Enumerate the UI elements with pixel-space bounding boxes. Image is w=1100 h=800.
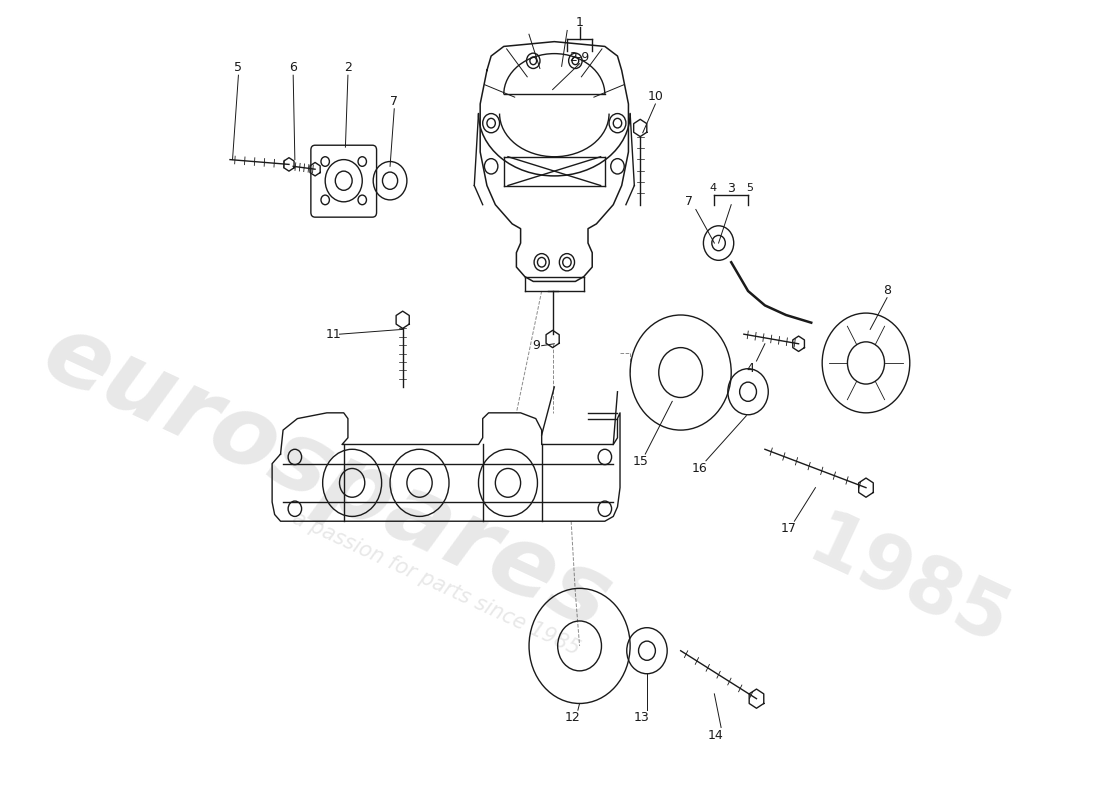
Text: a passion for parts since 1985: a passion for parts since 1985 [289, 508, 583, 659]
Text: 2: 2 [344, 61, 352, 74]
Text: 4: 4 [747, 362, 755, 375]
Text: 1: 1 [575, 16, 583, 29]
Text: 7: 7 [685, 195, 693, 208]
Text: 11: 11 [326, 328, 341, 341]
Text: 1985: 1985 [796, 505, 1020, 662]
Text: 8: 8 [883, 283, 891, 297]
Text: 2-9: 2-9 [570, 51, 590, 65]
Text: 17: 17 [781, 522, 796, 535]
Text: 5: 5 [234, 61, 242, 74]
Text: 10: 10 [648, 90, 663, 103]
Text: 5: 5 [746, 183, 754, 194]
Text: 3: 3 [727, 182, 735, 195]
Text: 9: 9 [531, 339, 540, 352]
Text: 16: 16 [692, 462, 708, 475]
Text: 13: 13 [634, 711, 650, 724]
Text: 15: 15 [632, 455, 648, 468]
Text: 7: 7 [390, 94, 398, 107]
Text: eurospares: eurospares [29, 306, 625, 650]
Text: 4: 4 [710, 183, 716, 194]
Text: 14: 14 [707, 729, 723, 742]
Text: 12: 12 [565, 711, 581, 724]
Text: 6: 6 [289, 61, 297, 74]
